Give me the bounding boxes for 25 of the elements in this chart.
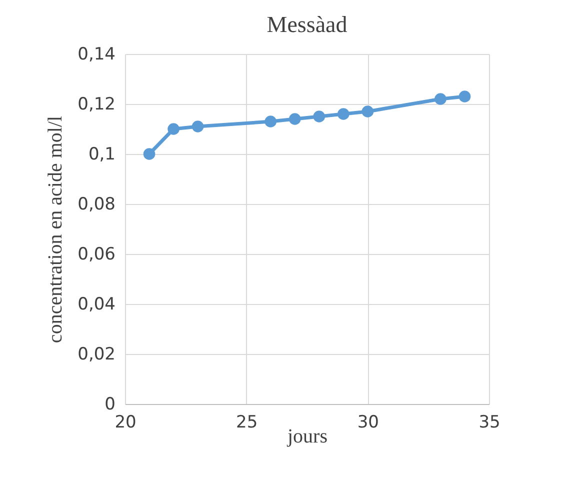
point [313,110,326,122]
y-tick-label: 0,1 [88,144,116,164]
point [434,93,446,105]
point [458,90,471,102]
x-axis-title: jours [286,426,328,448]
point [168,123,180,135]
y-tick-label: 0,14 [78,44,116,64]
chart-title: Messàad [266,12,348,37]
x-tick-label: 35 [478,412,500,432]
y-tick-label: 0,12 [78,94,116,114]
y-tick-label: 0,08 [78,194,116,214]
y-tick-label: 0 [104,394,116,414]
point [264,116,277,128]
x-tick-label: 20 [114,412,136,432]
y-tick-label: 0,02 [78,344,116,364]
x-tick-label: 30 [357,412,379,432]
point [288,113,301,125]
y-tick-label: 0,04 [78,294,116,314]
point [143,148,156,160]
point [337,108,350,120]
y-tick-label: 0,06 [78,244,116,264]
y-axis-title: concentration en acide mol/l [44,116,67,344]
point [192,120,204,132]
point [362,106,374,118]
x-tick-label: 25 [236,412,258,432]
